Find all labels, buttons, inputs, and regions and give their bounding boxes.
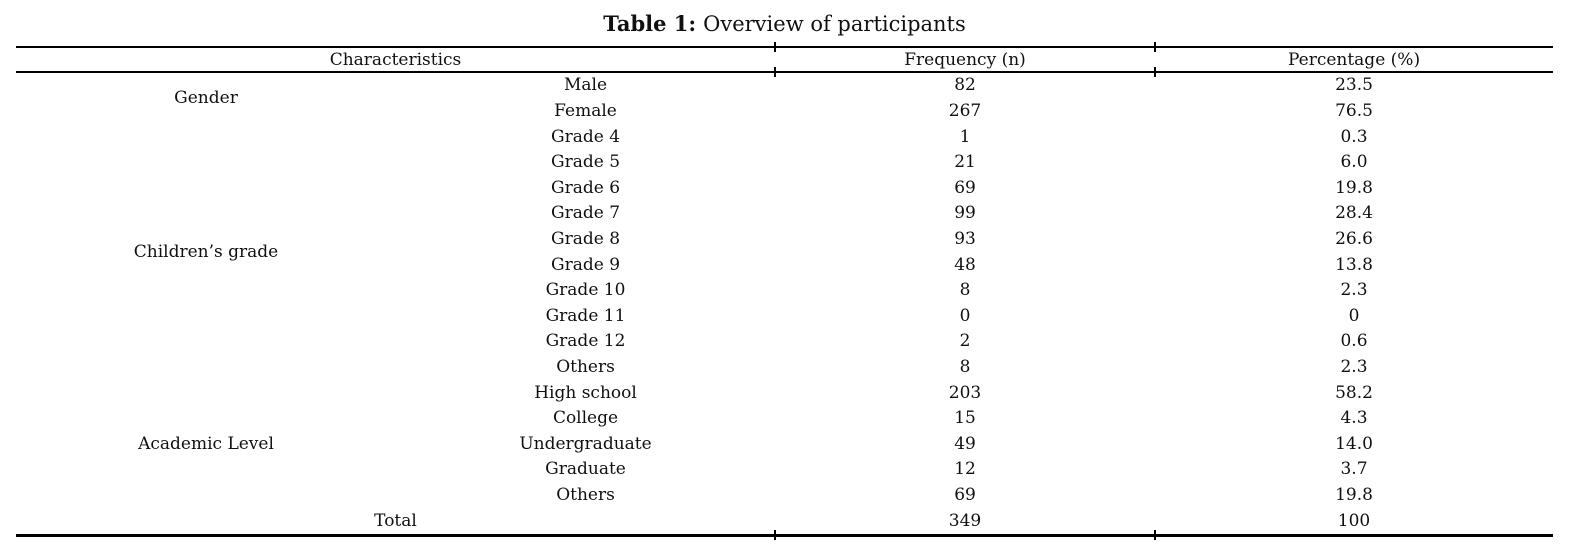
frequency-cell: 69	[954, 177, 976, 198]
table-row: Undergraduate 49 14.0	[16, 431, 1553, 457]
frequency-cell: 1	[959, 126, 971, 147]
percentage-cell: 0.3	[1340, 126, 1368, 147]
total-row: Total 349 100	[16, 508, 1554, 537]
participants-table: Characteristics Frequency (n) Percentage…	[16, 42, 1554, 540]
column-tick	[1154, 42, 1156, 52]
table-row: Grade 8 93 26.6	[16, 227, 1553, 253]
table-row: Children’s grade Grade 4 1 0.3	[16, 124, 1553, 261]
frequency-cell: 8	[959, 356, 971, 377]
category-cell: Grade 6	[551, 177, 621, 198]
percentage-cell: 0.6	[1340, 331, 1368, 352]
table-body: Gender Male 82 23.5 Female 267 76.5 Children’s …	[16, 72, 1554, 537]
percentage-cell: 13.8	[1335, 254, 1373, 275]
category-cell: Female	[554, 101, 617, 122]
percentage-cell: 28.4	[1335, 203, 1373, 224]
percentage-cell: 4.3	[1340, 408, 1368, 429]
percentage-cell: 0	[1348, 305, 1360, 326]
table-row: College 15 4.3	[16, 406, 1553, 432]
table-title-label: Table 1:	[603, 11, 697, 36]
percentage-cell: 23.5	[1335, 75, 1373, 96]
percentage-cell: 58.2	[1335, 382, 1373, 403]
category-cell: Others	[556, 356, 615, 377]
total-label-cell: Total	[16, 508, 776, 537]
column-tick	[774, 42, 776, 52]
column-tick	[774, 67, 776, 77]
percentage-cell: 14.0	[1335, 433, 1373, 454]
frequency-cell: 93	[954, 229, 976, 250]
category-cell: Grade 5	[551, 152, 621, 173]
table-row: Grade 9 48 13.8	[16, 252, 1553, 278]
category-cell: Grade 12	[545, 331, 626, 352]
frequency-cell: 12	[954, 459, 976, 480]
frequency-cell: 21	[954, 152, 976, 173]
table-row: Grade 12 2 0.6	[16, 329, 1553, 355]
column-tick	[1154, 530, 1156, 540]
group-label-cell: Gender	[174, 88, 238, 109]
total-frequency-cell: 349	[775, 508, 1156, 537]
frequency-cell: 49	[954, 433, 976, 454]
category-cell: Grade 9	[551, 254, 621, 275]
table-title-text: Overview of participants	[703, 12, 966, 36]
col-header-percentage: Percentage (%)	[1155, 46, 1554, 73]
percentage-cell: 19.8	[1335, 177, 1373, 198]
table-row: Academic Level High school 203 58.2	[16, 380, 1553, 453]
frequency-cell: 8	[959, 280, 971, 301]
percentage-cell: 2.3	[1340, 280, 1368, 301]
data-table: Characteristics Frequency (n) Percentage…	[16, 46, 1554, 537]
frequency-cell: 69	[954, 484, 976, 505]
frequency-cell: 48	[954, 254, 976, 275]
category-cell: Grade 10	[545, 280, 626, 301]
frequency-cell: 15	[954, 408, 976, 429]
category-cell: Grade 11	[545, 305, 626, 326]
percentage-cell: 19.8	[1335, 484, 1373, 505]
table-title: Table 1: Overview of participants	[16, 10, 1553, 38]
col-header-characteristics: Characteristics	[16, 46, 776, 73]
table-row: Graduate 12 3.7	[16, 457, 1553, 483]
column-tick	[774, 530, 776, 540]
percentage-cell: 76.5	[1335, 101, 1373, 122]
total-percentage-cell: 100	[1155, 508, 1554, 537]
col-header-frequency: Frequency (n)	[775, 46, 1156, 73]
column-tick	[1154, 67, 1156, 77]
category-cell: College	[552, 408, 619, 429]
frequency-cell: 99	[954, 203, 976, 224]
category-cell: Others	[556, 484, 615, 505]
category-cell: Grade 4	[551, 126, 621, 147]
percentage-cell: 2.3	[1340, 356, 1368, 377]
table-row: Grade 6 69 19.8	[16, 175, 1553, 201]
frequency-cell: 2	[959, 331, 971, 352]
category-cell: Graduate	[545, 459, 626, 480]
frequency-cell: 267	[948, 101, 982, 122]
category-cell: Male	[563, 75, 608, 96]
table-row: Grade 7 99 28.4	[16, 201, 1553, 227]
category-cell: Undergraduate	[519, 433, 652, 454]
group-label-cell: Children’s grade	[133, 241, 279, 262]
frequency-cell: 82	[954, 75, 976, 96]
table-row: Female 267 76.5	[16, 99, 1553, 125]
table-row: Grade 5 21 6.0	[16, 150, 1553, 176]
table-row: Others 69 19.8	[16, 483, 1553, 509]
percentage-cell: 3.7	[1340, 459, 1368, 480]
table-row: Grade 10 8 2.3	[16, 278, 1553, 304]
table-row: Gender Male 82 23.5	[16, 72, 1553, 107]
category-cell: High school	[534, 382, 637, 403]
frequency-cell: 0	[959, 305, 971, 326]
group-label-cell: Academic Level	[138, 433, 274, 454]
table-row: Grade 11 0 0	[16, 303, 1553, 329]
frequency-cell: 203	[948, 382, 982, 403]
header-row: Characteristics Frequency (n) Percentage…	[16, 46, 1554, 73]
percentage-cell: 26.6	[1335, 229, 1373, 250]
table-header: Characteristics Frequency (n) Percentage…	[16, 46, 1554, 73]
percentage-cell: 6.0	[1340, 152, 1368, 173]
table-row: Others 8 2.3	[16, 355, 1553, 381]
category-cell: Grade 8	[551, 229, 621, 250]
category-cell: Grade 7	[551, 203, 621, 224]
